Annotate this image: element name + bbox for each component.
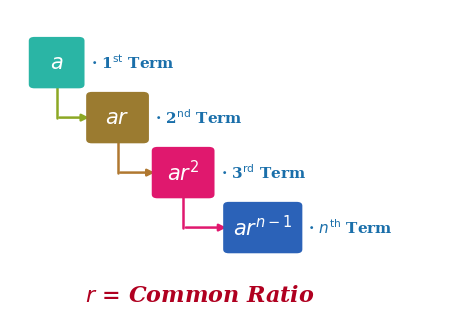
Text: $a$: $a$ [50,53,64,73]
FancyBboxPatch shape [152,147,215,198]
Text: $ar^{n-1}$: $ar^{n-1}$ [233,215,292,240]
Text: · 3$^{\rm rd}$ Term: · 3$^{\rm rd}$ Term [220,163,306,182]
Text: · 2$^{\rm nd}$ Term: · 2$^{\rm nd}$ Term [155,108,243,127]
Text: · $n^{\rm th}$ Term: · $n^{\rm th}$ Term [309,218,393,237]
FancyBboxPatch shape [29,37,84,88]
Text: · 1$^{\rm st}$ Term: · 1$^{\rm st}$ Term [91,53,174,72]
FancyBboxPatch shape [86,92,149,143]
Text: $ar$: $ar$ [105,108,130,128]
FancyBboxPatch shape [223,202,302,253]
Text: $r$ = Common Ratio: $r$ = Common Ratio [85,285,314,307]
Text: $ar^2$: $ar^2$ [167,160,199,185]
